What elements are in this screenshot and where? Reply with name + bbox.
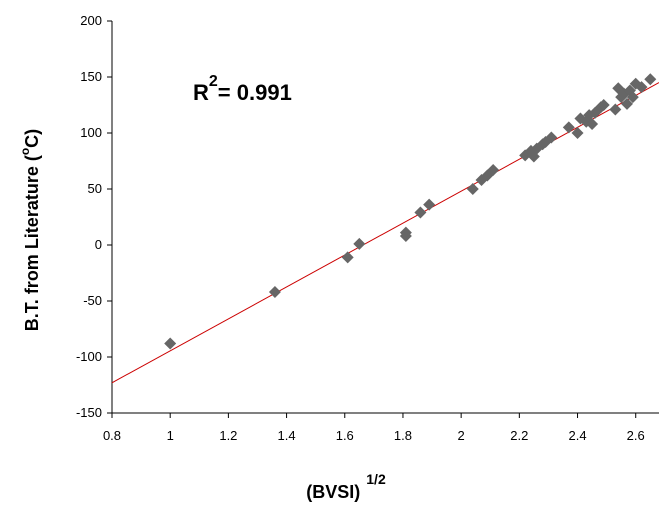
data-point — [626, 91, 639, 104]
x-tick-label: 2.4 — [568, 428, 586, 443]
data-point — [341, 251, 354, 264]
y-tick-label: 50 — [88, 181, 102, 196]
data-point — [586, 118, 599, 131]
x-tick-label: 2 — [458, 428, 465, 443]
x-tick-label: 1.4 — [278, 428, 296, 443]
data-point — [635, 81, 648, 94]
x-tick-label: 1.6 — [336, 428, 354, 443]
data-point — [545, 131, 558, 144]
y-tick-label: -150 — [76, 405, 102, 420]
plot-area: -150 -100 -50 0 50 100 150 200 0.8 1 1.2 1.4 1.6 1.8… — [76, 13, 659, 443]
data-points — [164, 73, 657, 350]
data-point — [609, 103, 622, 116]
y-axis-title: B.T. from Literature (oC) — [18, 129, 42, 331]
y-tick-label: 100 — [80, 125, 102, 140]
y-tick-label: 150 — [80, 69, 102, 84]
data-point — [423, 198, 436, 211]
y-tick-label: 200 — [80, 13, 102, 28]
x-tick-label: 1.8 — [394, 428, 412, 443]
y-tick-label: -50 — [83, 293, 102, 308]
data-point — [487, 163, 500, 176]
data-point — [353, 237, 366, 250]
x-tick-label: 0.8 — [103, 428, 121, 443]
data-point — [399, 230, 412, 243]
x-ticks: 0.8 1 1.2 1.4 1.6 1.8 2 2.2 2.4 2.6 — [103, 413, 645, 443]
data-point — [164, 337, 177, 350]
r-squared-annotation: R2= 0.991 — [193, 73, 292, 105]
data-point — [571, 127, 584, 139]
data-point — [268, 286, 281, 299]
x-tick-label: 1.2 — [219, 428, 237, 443]
data-point — [644, 73, 657, 86]
trendline — [111, 82, 659, 384]
data-point — [466, 183, 479, 195]
data-point — [562, 121, 575, 134]
y-tick-label: 0 — [95, 237, 102, 252]
y-ticks: -150 -100 -50 0 50 100 150 200 — [76, 13, 112, 420]
data-point — [414, 206, 427, 219]
x-tick-label: 1 — [167, 428, 174, 443]
x-tick-label: 2.2 — [510, 428, 528, 443]
x-tick-label: 2.6 — [627, 428, 645, 443]
data-point — [620, 97, 633, 110]
y-tick-label: -100 — [76, 349, 102, 364]
data-point — [597, 99, 610, 111]
x-axis-title: (BVSI)1/2 — [306, 471, 386, 502]
